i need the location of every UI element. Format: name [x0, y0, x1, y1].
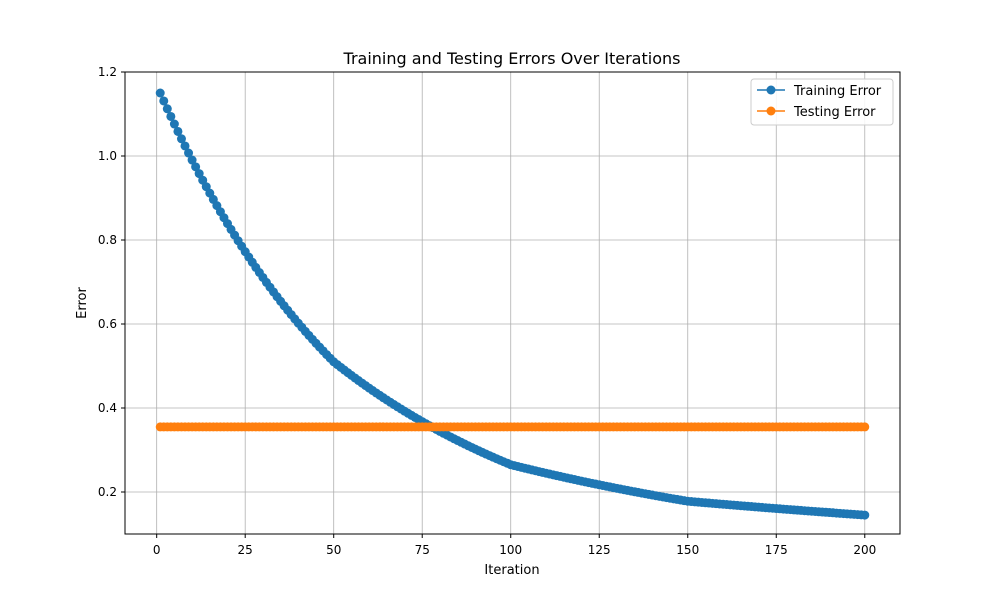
- x-tick-label: 50: [326, 543, 341, 557]
- data-point: [162, 104, 172, 114]
- legend-entry-testing: Testing Error: [757, 105, 876, 120]
- x-ticks: 0 25 50 75 100 125 150 175 200: [153, 534, 876, 557]
- legend: Training Error Testing Error: [750, 78, 894, 126]
- data-point: [184, 148, 194, 158]
- x-axis-label: Iteration: [484, 563, 539, 578]
- legend-marker-training: [766, 85, 776, 95]
- x-tick-label: 150: [676, 543, 699, 557]
- data-point: [180, 141, 190, 151]
- data-point: [155, 88, 165, 98]
- x-tick-label: 175: [765, 543, 788, 557]
- y-axis-label: Error: [75, 287, 90, 319]
- data-point: [194, 169, 204, 179]
- data-point: [169, 119, 179, 129]
- data-point: [860, 422, 870, 432]
- series-testing-error: [155, 422, 870, 432]
- legend-label-training: Training Error: [793, 84, 882, 99]
- data-point: [187, 155, 197, 165]
- data-point: [159, 96, 169, 106]
- series-layer: [155, 88, 870, 520]
- data-point: [166, 111, 176, 121]
- y-ticks: 0.2 0.4 0.6 0.8 1.0 1.2: [98, 65, 125, 499]
- x-tick-label: 125: [588, 543, 611, 557]
- x-tick-label: 200: [853, 543, 876, 557]
- x-tick-label: 0: [153, 543, 161, 557]
- plot-frame: [124, 71, 901, 535]
- y-tick-label: 0.8: [98, 233, 117, 247]
- y-tick-label: 1.2: [98, 65, 117, 79]
- data-point: [191, 162, 201, 172]
- data-point: [176, 134, 186, 144]
- legend-label-testing: Testing Error: [793, 105, 876, 120]
- x-tick-label: 25: [238, 543, 253, 557]
- x-tick-label: 100: [499, 543, 522, 557]
- y-tick-label: 0.2: [98, 485, 117, 499]
- data-point: [860, 510, 870, 520]
- y-tick-label: 0.4: [98, 401, 117, 415]
- y-tick-label: 0.6: [98, 317, 117, 331]
- legend-box: [750, 78, 894, 126]
- y-tick-label: 1.0: [98, 149, 117, 163]
- legend-entry-training: Training Error: [757, 84, 882, 99]
- legend-marker-testing: [766, 106, 776, 116]
- x-tick-label: 75: [415, 543, 430, 557]
- chart-title: Training and Testing Errors Over Iterati…: [343, 49, 681, 68]
- data-point: [173, 126, 183, 136]
